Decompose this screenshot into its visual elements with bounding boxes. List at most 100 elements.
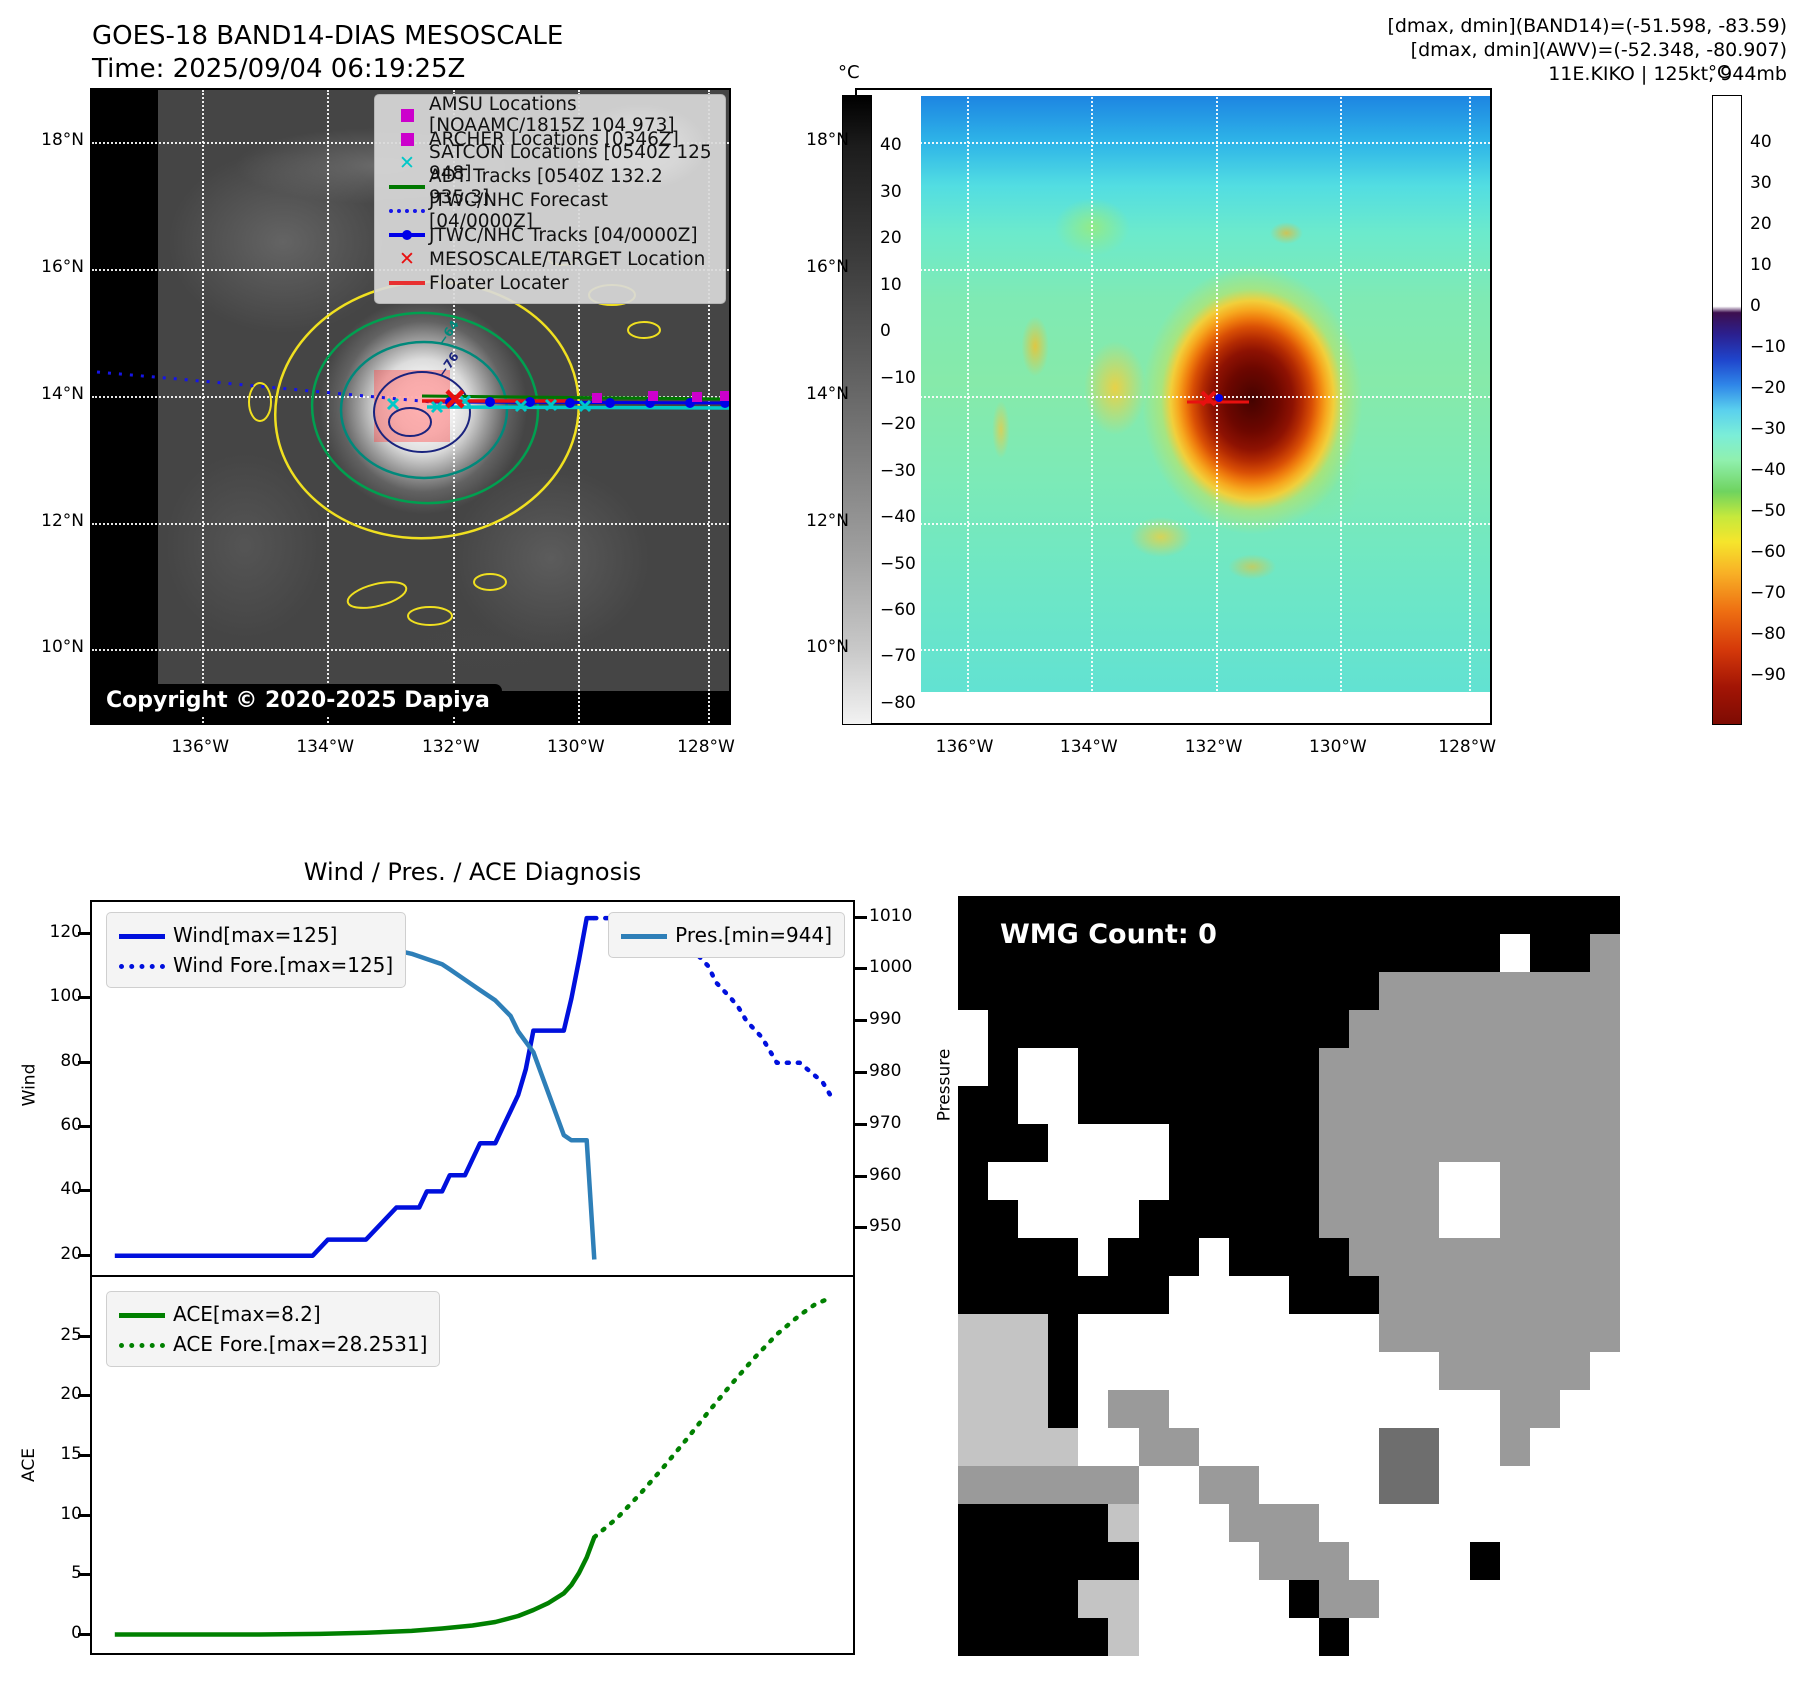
wmg-cell [1228,896,1259,934]
wmg-cell [1559,1048,1590,1086]
wmg-cell [1469,1580,1500,1618]
wmg-cell [1559,1162,1590,1200]
wmg-cell [1198,1314,1229,1352]
wmg-cell [1529,934,1560,972]
wmg-cell [1469,1238,1500,1276]
wmg-cell [1228,1504,1259,1542]
wmg-cell [1529,1086,1560,1124]
solid-swatch [621,933,668,939]
wmg-cell [1469,1162,1500,1200]
wmg-cell [1559,1466,1590,1504]
wmg-cell [958,1580,989,1618]
wmg-cell [1258,1580,1289,1618]
wmg-cell [1289,1200,1320,1238]
wmg-cell [1048,1542,1079,1580]
wmg-cell [1499,1580,1530,1618]
wmg-cell [1349,1086,1380,1124]
wmg-cell [1469,1428,1500,1466]
y-tick-label: 20 [60,1243,82,1264]
lon-tick-label: 132°W [421,737,480,757]
wmg-cell [1349,1466,1380,1504]
wmg-cell [1529,1618,1560,1656]
wmg-cell [1048,1618,1079,1656]
wmg-cell [1349,896,1380,934]
wmg-cell [1078,1542,1109,1580]
wmg-cell [1289,934,1320,972]
colorbar-tick-label: −40 [880,507,916,528]
wmg-cell [1559,1580,1590,1618]
wmg-cell [1108,1238,1139,1276]
wmg-cell [1108,1314,1139,1352]
wmg-cell [1559,1504,1590,1542]
jtwc-forecast-line [96,370,433,404]
wmg-cell [1289,1466,1320,1504]
wmg-cell [1499,1466,1530,1504]
legend-label: MESOSCALE/TARGET Location [429,248,706,270]
y-tick-label: 20 [60,1384,82,1405]
wmg-cell [1168,1542,1199,1580]
colorbar-tick-label: −20 [880,414,916,435]
wmg-cell [1469,1314,1500,1352]
lon-tick-label: 130°W [1308,737,1367,757]
y-tick-label: 60 [60,1115,82,1136]
wmg-cell [1529,1276,1560,1314]
wmg-cell [988,1504,1019,1542]
gridline-lon [1090,90,1093,723]
wmg-cell [958,1124,989,1162]
wmg-cell [1559,972,1590,1010]
wmg-cell [1108,1352,1139,1390]
wmg-cell [1048,1086,1079,1124]
wmg-cell [958,1238,989,1276]
gridline-lat [857,142,1490,145]
wmg-cell [988,1314,1019,1352]
y-tick-label: 950 [869,1216,902,1237]
wmg-cell [1228,1542,1259,1580]
dmax-dmin-awv: [dmax, dmin](AWV)=(-52.348, -80.907) [1410,39,1787,61]
wmg-cell [958,1200,989,1238]
wmg-cell [1018,1314,1049,1352]
square-marker [385,132,429,146]
tick-mark [78,996,90,1000]
wmg-cell [1168,1352,1199,1390]
wmg-cell [1349,1428,1380,1466]
wmg-mask-panel: WMG Count: 0 [958,896,1620,1656]
wmg-cell [1529,1238,1560,1276]
wmg-cell [1048,972,1079,1010]
colorbar-tick-label: −60 [1750,541,1786,562]
wmg-cell [1078,1086,1109,1124]
awv-colorbar [1712,95,1742,725]
dot-glyph [402,230,412,240]
wmg-cell [1198,1010,1229,1048]
chart-legend-row: Wind Fore.[max=125] [119,950,393,980]
wmg-cell [1168,1390,1199,1428]
wmg-cell [1078,972,1109,1010]
wmg-cell [1198,1086,1229,1124]
wmg-cell [1289,1276,1320,1314]
wmg-cell [1379,1200,1410,1238]
wmg-cell [1168,1314,1199,1352]
wmg-cell [1529,1162,1560,1200]
wmg-cell [1439,1238,1470,1276]
wmg-cell [1439,1162,1470,1200]
y-tick-label: 990 [869,1009,902,1030]
wmg-cell [1289,1504,1320,1542]
legend-row: ARCHER Locations [0346Z] [385,127,715,151]
wmg-cell [1379,1048,1410,1086]
lon-tick-label: 136°W [171,737,230,757]
wmg-cell [1168,1086,1199,1124]
pressure-axis-label: Pressure [934,1048,955,1122]
legend-label: AMSU Locations [NOAAMC/1815Z 104 973] [429,94,675,136]
tick-mark [78,1253,90,1257]
wmg-cell [1228,1580,1259,1618]
wmg-cell [1258,1390,1289,1428]
wmg-cell [1048,1390,1079,1428]
wmg-cell [1349,1010,1380,1048]
lon-tick-label: 130°W [546,737,605,757]
wmg-cell [1529,1504,1560,1542]
contour-label-outer: −64 [435,318,462,348]
tick-mark [78,1633,90,1637]
wmg-cell [1168,1124,1199,1162]
wmg-cell [1529,1048,1560,1086]
wmg-cell [958,1618,989,1656]
wmg-cell [1559,1352,1590,1390]
